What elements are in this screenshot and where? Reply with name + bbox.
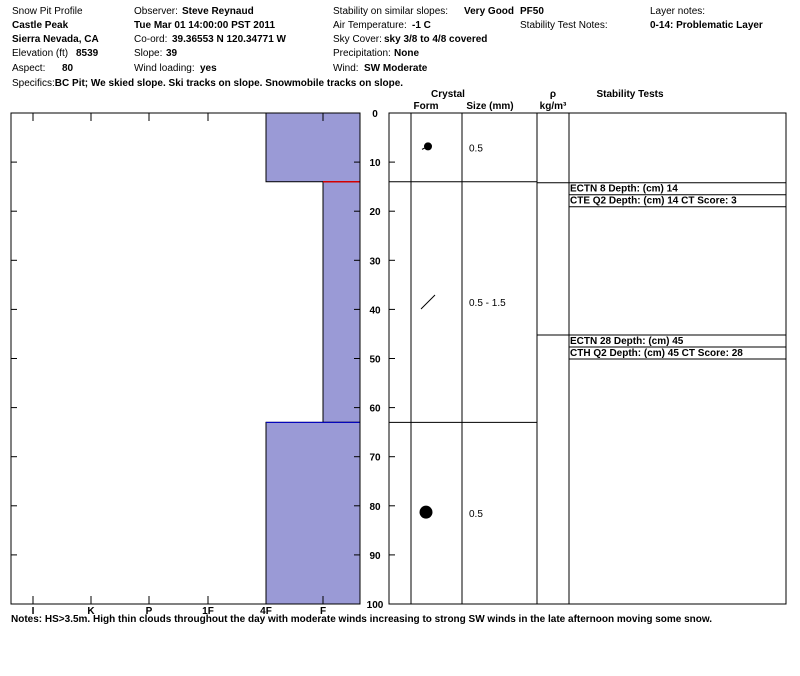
layer-bar-1 [322, 181, 361, 423]
hardness-label-K: K [87, 606, 95, 617]
range: Sierra Nevada, CA [12, 34, 99, 45]
size-header: Size (mm) [466, 101, 513, 112]
hardness-label-1F: 1F [202, 606, 214, 617]
stability-label: Stability on similar slopes: [333, 6, 449, 17]
notes-label: Notes: [11, 614, 43, 625]
coord-value: 39.36553 N 120.34771 W [172, 34, 286, 45]
stability-test-text-0-1: CTE Q2 Depth: (cm) 14 CT Score: 3 [570, 196, 737, 207]
layer-note: 0-14: Problematic Layer [650, 20, 763, 31]
depth-label-30: 30 [369, 256, 381, 267]
stability-test-text-1-1: CTH Q2 Depth: (cm) 45 CT Score: 28 [570, 348, 743, 359]
air-temp-label: Air Temperature: [333, 20, 407, 31]
slope-value: 39 [166, 48, 178, 59]
location: Castle Peak [12, 20, 69, 31]
depth-label-50: 50 [369, 355, 381, 366]
depth-label-40: 40 [369, 305, 381, 316]
observer-value: Steve Reynaud [182, 6, 254, 17]
observer-label: Observer: [134, 6, 178, 17]
sky-value: sky 3/8 to 4/8 covered [384, 34, 488, 45]
notes: Notes: HS>3.5m. High thin clouds through… [11, 614, 712, 625]
depth-label-60: 60 [369, 404, 381, 415]
depth-label-80: 80 [369, 502, 381, 513]
crystal-form-slash-1 [420, 294, 436, 310]
pf-value: PF50 [520, 6, 544, 17]
air-temp-value: -1 C [412, 20, 431, 31]
stability-test-notes-label: Stability Test Notes: [520, 20, 608, 31]
stability-test-text-1-0: ECTN 28 Depth: (cm) 45 [570, 336, 684, 347]
notes-text: HS>3.5m. High thin clouds throughout the… [44, 614, 713, 625]
sky-label: Sky Cover: [333, 34, 382, 45]
crystal-form-dot-2 [419, 505, 433, 519]
crystal-form-tail-0 [421, 145, 429, 150]
depth-label-10: 10 [369, 158, 381, 169]
specifics-value: BC Pit; We skied slope. Ski tracks on sl… [54, 78, 404, 89]
depth-label-70: 70 [369, 453, 381, 464]
hardness-label-I: I [32, 606, 35, 617]
depth-label-100: 100 [367, 600, 384, 611]
crystal-size-1: 0.5 - 1.5 [469, 298, 506, 309]
stability-tests-header: Stability Tests [596, 89, 663, 100]
density-header: kg/m³ [540, 101, 567, 112]
layer-bar-2 [265, 421, 361, 605]
hardness-label-F: F [320, 606, 326, 617]
elevation-value: 8539 [76, 48, 99, 59]
aspect-label: Aspect: [12, 63, 46, 74]
hardness-label-P: P [146, 606, 153, 617]
profile-title: Snow Pit Profile [12, 6, 83, 17]
depth-label-0: 0 [372, 109, 378, 120]
wind-loading-value: yes [200, 63, 217, 74]
stability-test-text-0-0: ECTN 8 Depth: (cm) 14 [570, 184, 678, 195]
datetime: Tue Mar 01 14:00:00 PST 2011 [134, 20, 276, 31]
slope-label: Slope: [134, 48, 163, 59]
precip-value: None [394, 48, 419, 59]
precip-label: Precipitation: [333, 48, 391, 59]
layer-notes-label: Layer notes: [650, 6, 706, 17]
elevation-label: Elevation (ft) [12, 48, 69, 59]
crystal-header: Crystal [431, 89, 465, 100]
wind-loading-label: Wind loading: [134, 63, 195, 74]
stability-value: Very Good [464, 6, 515, 17]
specifics: Specifics:BC Pit; We skied slope. Ski tr… [12, 78, 403, 90]
hardness-label-4F: 4F [260, 606, 272, 617]
wind-value: SW Moderate [364, 63, 428, 74]
rho-header: ρ [550, 89, 556, 100]
aspect-value: 80 [62, 63, 74, 74]
depth-label-90: 90 [369, 551, 381, 562]
coord-label: Co-ord: [134, 34, 168, 45]
layer-bar-0 [265, 112, 361, 183]
specifics-label: Specifics: [12, 78, 55, 89]
crystal-size-2: 0.5 [469, 509, 483, 520]
depth-label-20: 20 [369, 207, 381, 218]
form-header: Form [414, 101, 439, 112]
crystal-size-0: 0.5 [469, 143, 483, 154]
wind-label: Wind: [333, 63, 359, 74]
